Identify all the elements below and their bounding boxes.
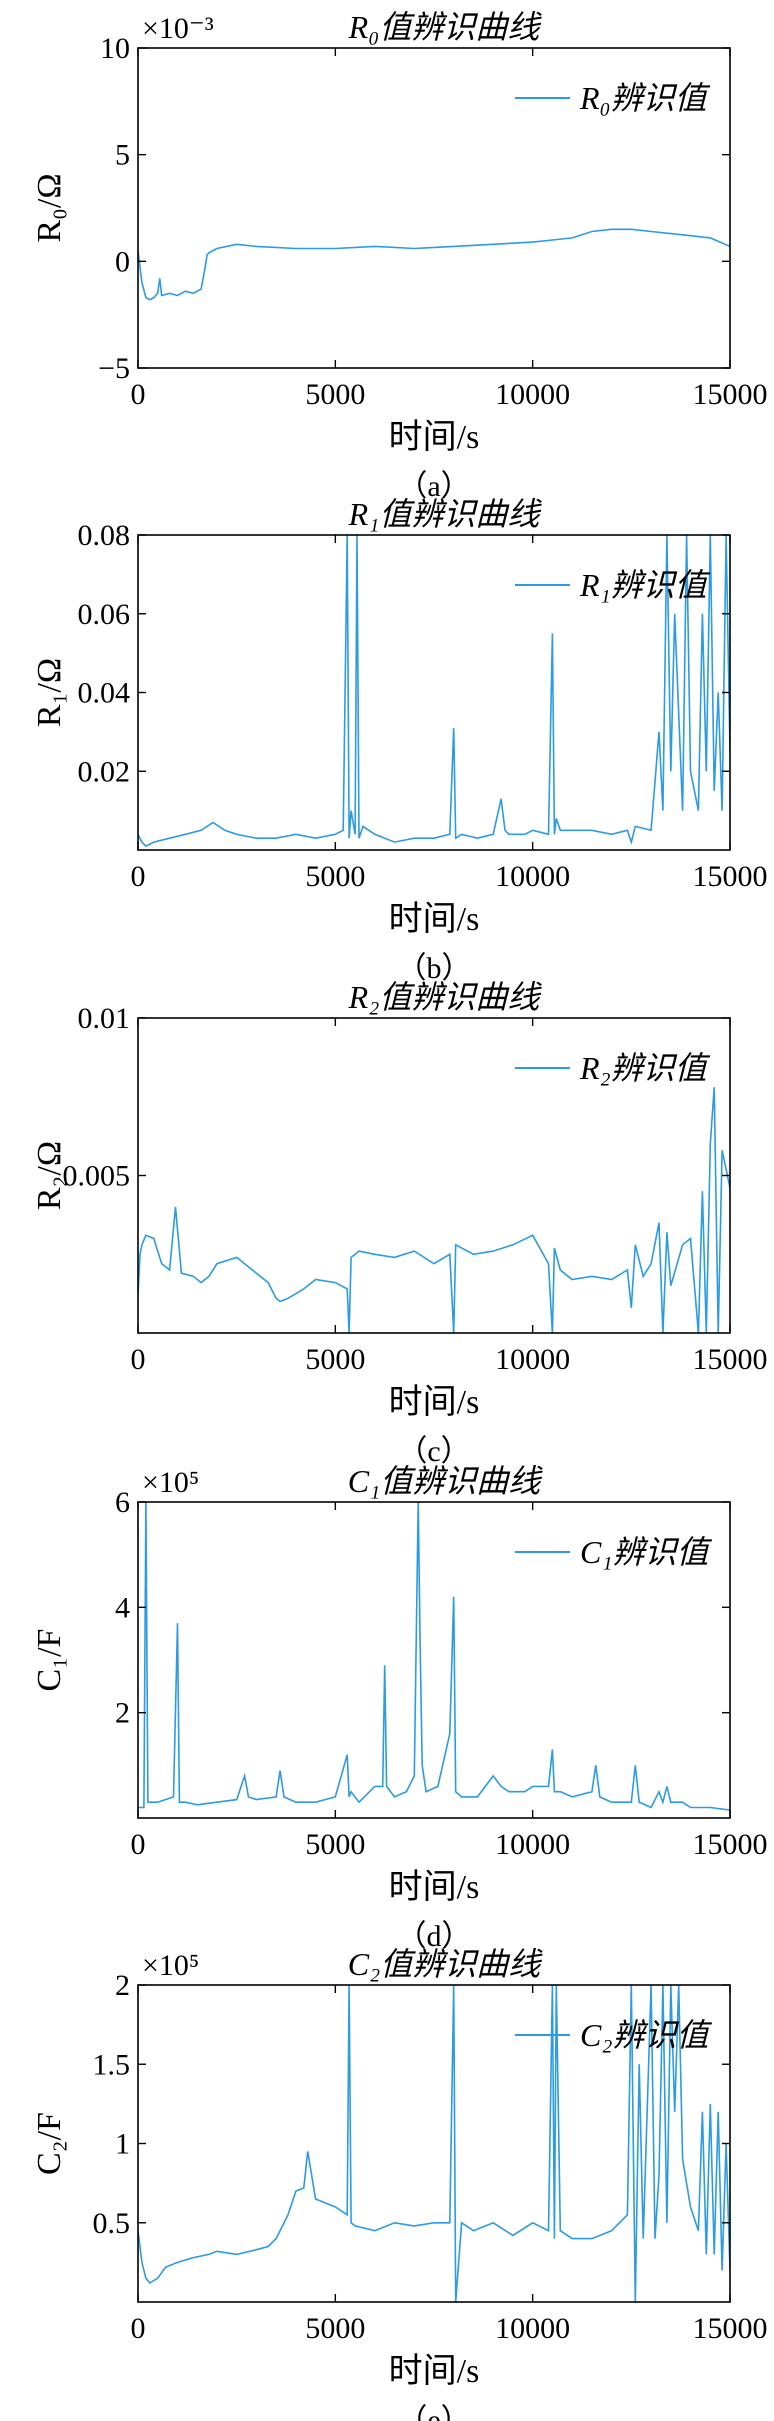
x-axis-label: 时间/s — [389, 419, 480, 456]
y-tick-label: 4 — [115, 1591, 130, 1624]
subfigure-caption: （a） — [397, 470, 470, 503]
legend-label: R₁辨识值 — [579, 567, 711, 603]
y-tick-label: 0.01 — [78, 1002, 131, 1035]
y-tick-label: 2 — [115, 1969, 130, 2002]
subfigure-caption: （e） — [397, 2404, 470, 2421]
x-tick-label: 5000 — [305, 1343, 365, 1376]
chart-title: R₀值辨识曲线 — [348, 9, 543, 45]
y-axis-label: R₁/Ω — [31, 658, 68, 727]
chart-panel-c: 0 5000 10000 15000 0.005 0.01 R₂值辨识曲线 R₂/Ω 时间/s （… — [31, 979, 768, 1468]
chart-panel-d: 0 5000 10000 15000 2 4 6 ×10⁵ C₁值辨识曲线 C₁/F 时间/s （d）… — [31, 1463, 768, 1953]
series-line-b — [138, 535, 730, 848]
x-axis-label: 时间/s — [389, 901, 480, 938]
y-tick-label: 1.5 — [93, 2048, 131, 2081]
y-tick-label: 0 — [115, 245, 130, 278]
y-axis-label: C₁/F — [31, 1629, 68, 1692]
y-axis-label: R₂/Ω — [31, 1141, 68, 1210]
axis-exponent: ×10⁻³ — [142, 12, 214, 45]
y-tick-label: 0.5 — [93, 2207, 131, 2240]
legend-label: R₂辨识值 — [579, 1050, 711, 1086]
x-axis-label: 时间/s — [389, 1869, 480, 1906]
y-tick-label: −5 — [98, 352, 130, 385]
series-line-a — [138, 228, 730, 301]
chart-panel-e: 0 5000 10000 15000 0.5 1 1.5 2 ×10⁵ C₂值辨识曲线 C₂/F 时间… — [31, 1946, 768, 2421]
x-tick-label: 0 — [131, 860, 146, 893]
legend-label: R₀辨识值 — [579, 80, 711, 116]
y-tick-label: 2 — [115, 1697, 130, 1730]
x-tick-label: 15000 — [693, 378, 768, 411]
y-axis-label: R₀/Ω — [31, 173, 68, 242]
x-tick-label: 10000 — [495, 2312, 570, 2345]
y-tick-label: 10 — [100, 32, 130, 65]
x-tick-label: 0 — [131, 2312, 146, 2345]
x-tick-label: 0 — [131, 1343, 146, 1376]
x-tick-label: 5000 — [305, 378, 365, 411]
x-tick-label: 5000 — [305, 860, 365, 893]
y-tick-label: 0.08 — [78, 519, 131, 552]
y-tick-label: 0.02 — [78, 755, 131, 788]
x-tick-label: 10000 — [495, 1828, 570, 1861]
axis-exponent: ×10⁵ — [142, 1466, 199, 1499]
x-tick-label: 15000 — [693, 860, 768, 893]
x-axis-label: 时间/s — [389, 1384, 480, 1421]
series-line-e — [138, 1985, 730, 2302]
plot-frame — [137, 1501, 731, 1819]
x-tick-label: 0 — [131, 1828, 146, 1861]
y-tick-label: 0.04 — [78, 677, 131, 710]
chart-title: C₂值辨识曲线 — [348, 1946, 543, 1982]
chart-title: R₁值辨识曲线 — [348, 496, 543, 532]
x-tick-label: 10000 — [495, 1343, 570, 1376]
x-tick-label: 0 — [131, 378, 146, 411]
x-axis-label: 时间/s — [389, 2353, 480, 2390]
y-tick-label: 0.06 — [78, 598, 131, 631]
x-tick-label: 10000 — [495, 378, 570, 411]
legend-label: C₁辨识值 — [580, 1534, 712, 1570]
subfigure-caption: （c） — [397, 1435, 470, 1468]
series-line-d — [138, 1502, 730, 1811]
x-tick-label: 5000 — [305, 1828, 365, 1861]
chart-title: R₂值辨识曲线 — [348, 979, 543, 1015]
x-tick-label: 15000 — [693, 1343, 768, 1376]
y-axis-label: C₂/F — [31, 2112, 68, 2175]
series-line-c — [138, 1087, 730, 1333]
y-tick-label: 5 — [115, 139, 130, 172]
chart-panel-b: 0 5000 10000 15000 0.02 0.04 0.06 0.08 R₁值辨识曲线 R₁… — [31, 496, 768, 985]
plot-frame — [137, 47, 731, 369]
axis-exponent: ×10⁵ — [142, 1949, 199, 1982]
chart-title: C₁值辨识曲线 — [348, 1463, 543, 1499]
x-tick-label: 15000 — [693, 1828, 768, 1861]
x-tick-label: 15000 — [693, 2312, 768, 2345]
x-tick-label: 5000 — [305, 2312, 365, 2345]
subfigure-caption: （d） — [397, 1920, 472, 1953]
y-tick-label: 0.005 — [63, 1160, 131, 1193]
y-tick-label: 6 — [115, 1486, 130, 1519]
legend-label: C₂辨识值 — [580, 2017, 712, 2053]
x-tick-label: 10000 — [495, 860, 570, 893]
y-tick-label: 1 — [115, 2128, 130, 2161]
subfigure-caption: （b） — [397, 952, 472, 985]
